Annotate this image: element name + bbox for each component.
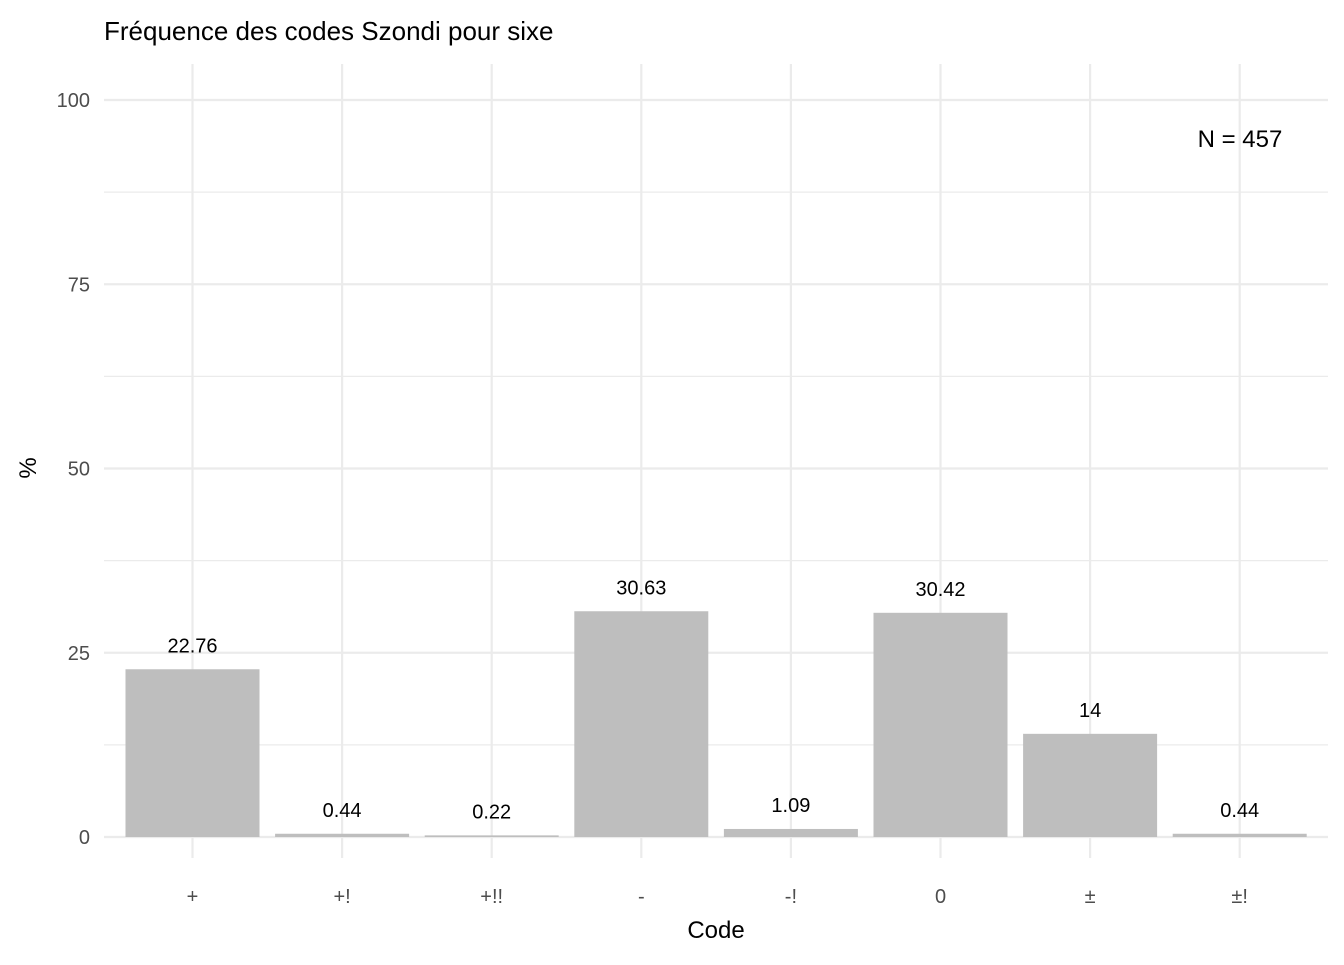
bar-5 <box>873 612 1008 837</box>
sample-size-annotation: N = 457 <box>1198 126 1283 153</box>
data-label: 30.42 <box>915 579 965 601</box>
x-tick-label: + <box>187 886 199 908</box>
bar-4 <box>723 828 858 837</box>
bars <box>125 611 1307 837</box>
chart-title: Fréquence des codes Szondi pour sixe <box>104 16 554 46</box>
bar-6 <box>1023 733 1158 837</box>
bar-1 <box>275 833 410 837</box>
x-axis-title: Code <box>687 917 744 944</box>
bar-7 <box>1172 833 1307 837</box>
data-label: 0.44 <box>323 800 362 822</box>
x-tick-label: - <box>638 886 645 908</box>
data-labels: 22.76 0.44 0.22 30.63 1.09 30.42 14 0.44 <box>167 577 1259 823</box>
bar-2 <box>424 835 559 837</box>
y-axis-title: % <box>15 457 42 478</box>
data-label: 1.09 <box>771 795 810 817</box>
y-tick-label: 100 <box>57 90 90 112</box>
data-label: 30.63 <box>616 577 666 599</box>
x-tick-label: ± <box>1085 886 1096 908</box>
bar-0 <box>125 669 260 837</box>
y-tick-label: 0 <box>79 827 90 849</box>
y-axis: 0 25 50 75 100 <box>57 90 90 849</box>
x-tick-label: +!! <box>480 886 503 908</box>
bar-3 <box>574 611 709 837</box>
x-tick-label: ±! <box>1231 886 1248 908</box>
data-label: 14 <box>1079 700 1101 722</box>
x-tick-label: -! <box>785 886 797 908</box>
data-label: 0.22 <box>472 801 511 823</box>
y-tick-label: 75 <box>68 274 90 296</box>
data-label: 0.44 <box>1220 800 1259 822</box>
y-tick-label: 50 <box>68 459 90 481</box>
data-label: 22.76 <box>167 635 217 657</box>
x-tick-label: 0 <box>935 886 946 908</box>
x-tick-label: +! <box>333 886 350 908</box>
x-axis: + +! +!! - -! 0 ± ±! <box>187 886 1248 908</box>
y-tick-label: 25 <box>68 643 90 665</box>
